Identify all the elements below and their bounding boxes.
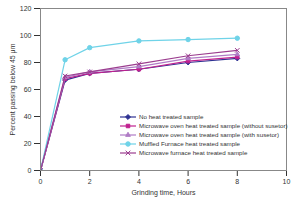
svg-text:6: 6 bbox=[186, 178, 190, 185]
svg-text:10: 10 bbox=[283, 178, 291, 185]
svg-text:20: 20 bbox=[24, 140, 32, 147]
svg-text:120: 120 bbox=[20, 5, 32, 12]
html-text:Microwave oven heat treated sa: Microwave oven heat treated sample (with… bbox=[139, 131, 279, 138]
html-text:Microwave oven heat treated sa: Microwave oven heat treated sample (with… bbox=[139, 122, 288, 129]
html-text:Microwave furnace heat treated: Microwave furnace heat treated sample bbox=[139, 149, 248, 156]
svg-text:0: 0 bbox=[28, 167, 32, 174]
svg-text:60: 60 bbox=[24, 86, 32, 93]
svg-text:Grinding time, Hours: Grinding time, Hours bbox=[131, 189, 196, 197]
svg-text:4: 4 bbox=[137, 178, 141, 185]
svg-text:2: 2 bbox=[88, 178, 92, 185]
svg-text:100: 100 bbox=[20, 32, 32, 39]
html-text:Muffled Furnace heat treated s: Muffled Furnace heat treated sample bbox=[139, 140, 240, 147]
svg-text:8: 8 bbox=[235, 178, 239, 185]
svg-text:0: 0 bbox=[39, 178, 43, 185]
svg-text:40: 40 bbox=[24, 113, 32, 120]
html-text:No heat treated sample: No heat treated sample bbox=[139, 113, 204, 120]
svg-text:80: 80 bbox=[24, 59, 32, 66]
svg-text:Percent passing below 45 μm: Percent passing below 45 μm bbox=[9, 43, 17, 135]
